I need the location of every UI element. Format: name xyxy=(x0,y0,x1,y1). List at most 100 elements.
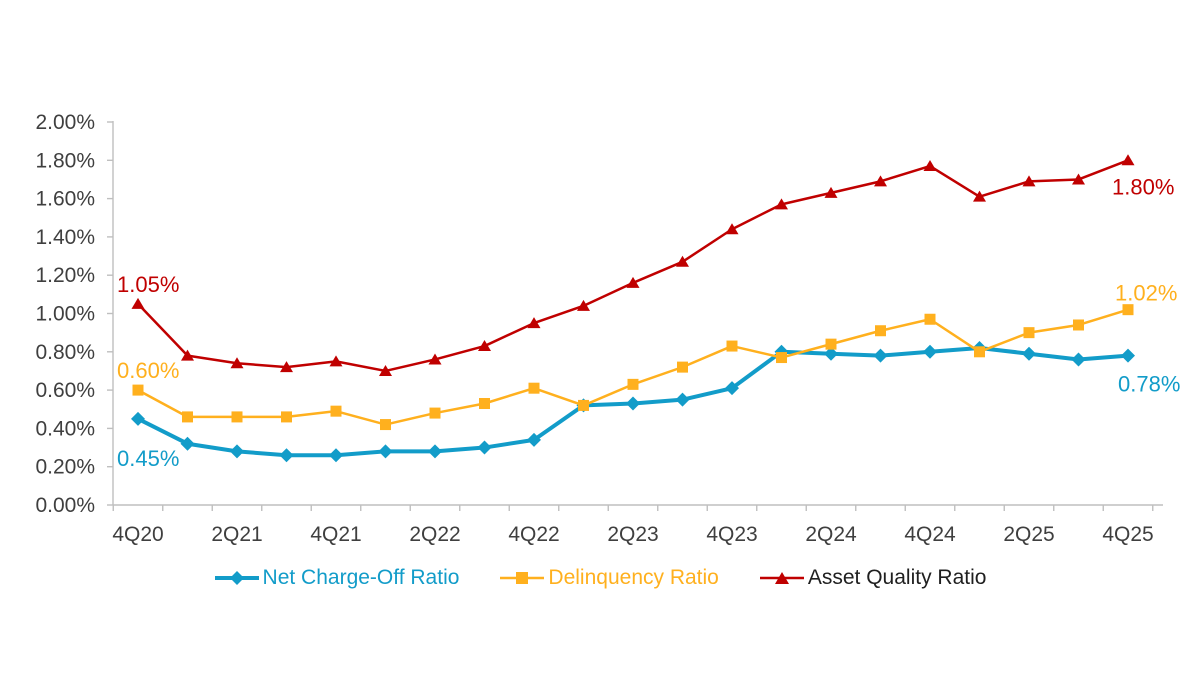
data-point-triangle xyxy=(329,355,343,367)
data-point-square xyxy=(1073,319,1084,331)
data-point-triangle xyxy=(577,299,590,311)
data-point-triangle xyxy=(230,357,244,369)
legend-item-asset-quality-ratio: Asset Quality Ratio xyxy=(759,563,987,593)
x-axis-tick-label: 2Q24 xyxy=(805,523,857,545)
series-delinquency: 0.60% 1.02% xyxy=(117,281,1177,431)
data-point-square xyxy=(726,340,738,352)
data-point-diamond xyxy=(329,448,343,463)
legend-item-net-charge-off-ratio: Net Charge-Off Ratio xyxy=(214,563,460,593)
x-axis-tick-label: 4Q22 xyxy=(508,523,559,545)
data-point-square xyxy=(132,384,144,396)
data-point-triangle xyxy=(379,364,392,376)
y-axis-tick-label: 1.00% xyxy=(35,303,95,326)
data-point-diamond xyxy=(1071,352,1086,367)
data-point-diamond xyxy=(1121,348,1135,363)
y-axis-tick-label: 0.60% xyxy=(35,379,95,402)
data-point-triangle xyxy=(1072,173,1085,185)
data-point-square xyxy=(924,313,936,325)
line-chart-plot-area: 0.00% 0.20% 0.40% 0.60% 0.80% 1.00% 1.20% 1.40%… xyxy=(35,111,1180,545)
data-point-diamond xyxy=(180,436,195,451)
x-axis-tick-label: 4Q23 xyxy=(706,523,757,545)
data-point-triangle xyxy=(527,317,541,329)
data-point-triangle xyxy=(181,349,194,361)
triangle-marker-icon xyxy=(759,572,804,584)
data-point-triangle xyxy=(775,198,788,210)
data-point-square xyxy=(330,405,342,417)
data-point-square xyxy=(776,352,787,364)
data-point-triangle xyxy=(131,297,145,309)
data-point-square xyxy=(974,346,985,358)
y-axis-tick-label: 0.40% xyxy=(35,417,95,440)
series-net_charge_off: 0.45% 0.78% xyxy=(117,340,1180,471)
data-point-square xyxy=(627,378,639,390)
legend-item-delinquency-ratio: Delinquency Ratio xyxy=(499,563,719,593)
y-axis-tick-label: 0.20% xyxy=(35,456,95,479)
legend-label-net-charge-off-ratio: Net Charge-Off Ratio xyxy=(262,566,460,589)
data-point-square xyxy=(528,382,540,394)
y-axis-tick-label: 1.80% xyxy=(35,149,95,172)
last-point-label-net_charge_off: 0.78% xyxy=(1118,372,1180,397)
data-point-triangle xyxy=(428,353,442,365)
data-point-diamond xyxy=(378,444,393,459)
data-point-square xyxy=(1023,327,1035,339)
data-point-triangle xyxy=(478,340,491,352)
x-axis-tick-label: 2Q25 xyxy=(1003,523,1054,545)
data-point-square xyxy=(677,361,688,373)
data-point-triangle xyxy=(824,186,838,198)
data-point-triangle xyxy=(725,223,739,235)
legend-label-delinquency-ratio: Delinquency Ratio xyxy=(548,566,719,589)
x-axis-tick-label: 4Q24 xyxy=(904,523,956,545)
data-point-triangle xyxy=(1121,154,1135,166)
data-point-square xyxy=(825,338,837,350)
data-point-diamond xyxy=(279,448,294,463)
data-point-triangle xyxy=(280,361,293,373)
x-axis-tick-label: 4Q21 xyxy=(310,523,361,545)
x-axis-tick-label: 4Q20 xyxy=(112,523,163,545)
data-point-square xyxy=(479,398,490,410)
data-point-triangle xyxy=(973,190,986,202)
data-point-square xyxy=(231,411,243,423)
data-point-diamond xyxy=(428,444,442,459)
data-point-diamond xyxy=(923,344,937,359)
data-point-diamond xyxy=(527,432,541,447)
data-point-diamond xyxy=(675,392,690,407)
x-axis-tick-label: 2Q21 xyxy=(211,523,262,545)
data-point-square xyxy=(182,411,193,423)
data-point-triangle xyxy=(923,160,937,172)
data-point-diamond xyxy=(725,381,739,396)
chart-legend: Net Charge-Off Ratio Delinquency Ratio A… xyxy=(0,561,1200,595)
data-point-diamond xyxy=(477,440,492,455)
series-asset_quality: 1.05% 1.80% xyxy=(117,154,1174,376)
data-point-square xyxy=(1122,304,1134,316)
data-point-diamond xyxy=(131,411,145,426)
data-point-diamond xyxy=(1022,346,1036,361)
data-point-square xyxy=(875,325,886,337)
last-point-label-delinquency: 1.02% xyxy=(1115,281,1177,306)
data-point-diamond xyxy=(230,444,244,459)
data-point-diamond xyxy=(824,346,838,361)
data-point-square xyxy=(429,407,441,419)
data-point-triangle xyxy=(676,255,689,267)
x-axis-tick-label: 2Q23 xyxy=(607,523,658,545)
first-point-label-asset_quality: 1.05% xyxy=(117,272,179,297)
data-point-diamond xyxy=(873,348,888,363)
y-axis-tick-label: 2.00% xyxy=(35,111,95,134)
x-axis-tick-label: 2Q22 xyxy=(409,523,460,545)
data-point-triangle xyxy=(1022,175,1036,187)
y-axis-tick-label: 0.80% xyxy=(35,341,95,364)
data-point-square xyxy=(281,411,292,423)
x-axis-tick-label: 4Q25 xyxy=(1102,523,1153,545)
data-point-triangle xyxy=(874,175,887,187)
data-point-triangle xyxy=(626,276,640,288)
data-point-square xyxy=(578,399,589,411)
y-axis-tick-label: 1.20% xyxy=(35,264,95,287)
y-axis-tick-label: 1.60% xyxy=(35,188,95,211)
last-point-label-asset_quality: 1.80% xyxy=(1112,174,1174,199)
data-point-square xyxy=(380,419,391,431)
diamond-marker-icon xyxy=(214,571,259,585)
y-axis-tick-label: 1.40% xyxy=(35,226,95,249)
y-axis-tick-label: 0.00% xyxy=(35,494,95,517)
legend-label-asset-quality-ratio: Asset Quality Ratio xyxy=(807,566,987,589)
square-marker-icon xyxy=(500,572,545,584)
